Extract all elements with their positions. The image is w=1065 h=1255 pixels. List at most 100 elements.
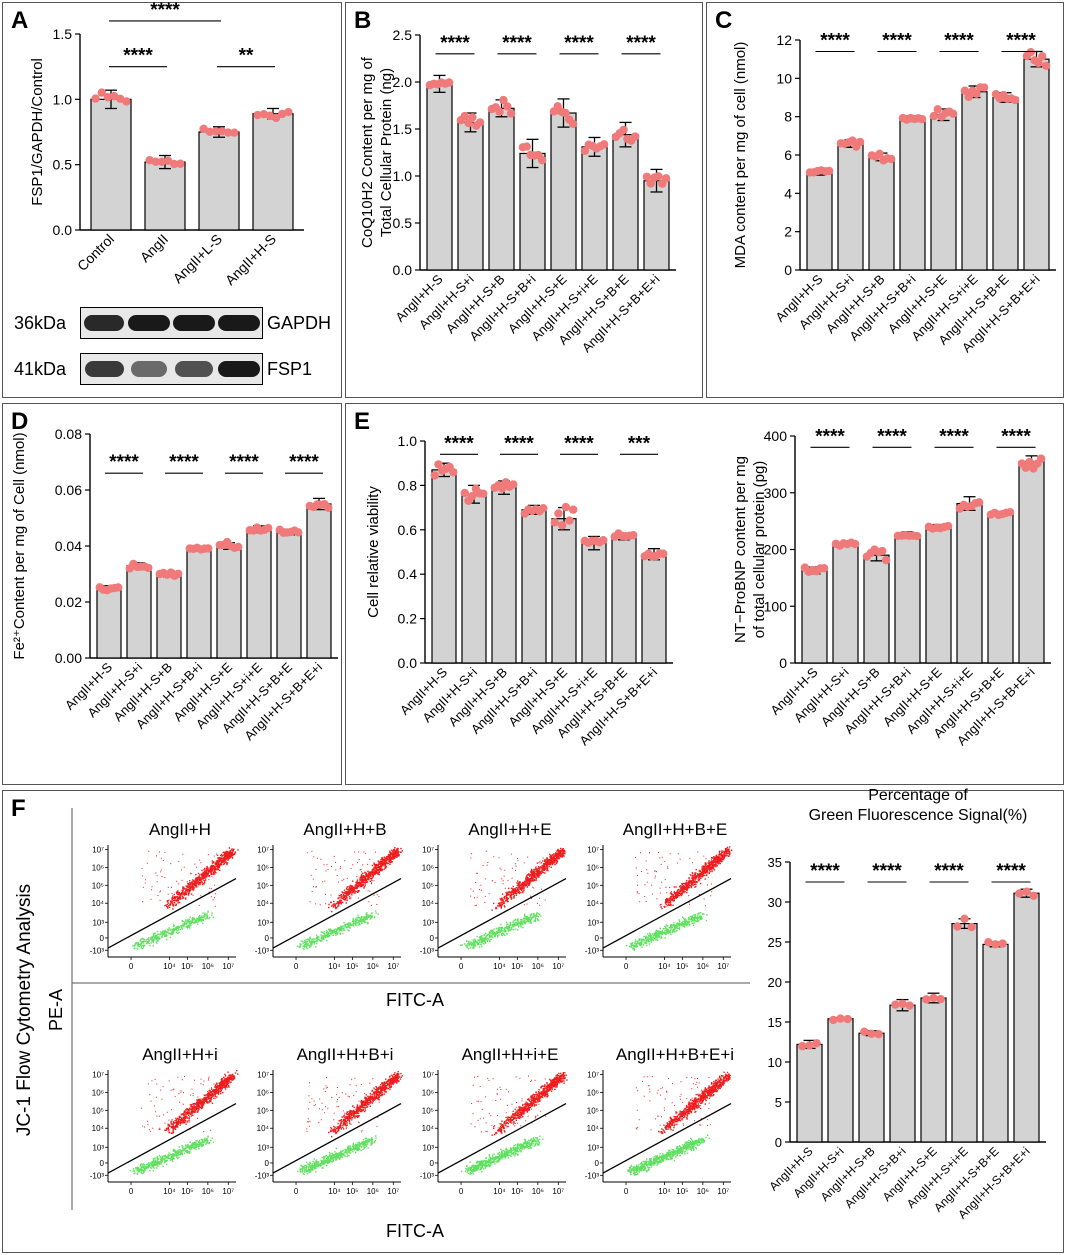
data-point <box>860 1027 869 1036</box>
bar <box>550 112 577 271</box>
data-point <box>812 1039 821 1048</box>
flow-tick-label: 10³ <box>257 918 269 927</box>
data-point <box>848 136 857 145</box>
y-tick-label: 2.5 <box>393 27 413 43</box>
red-population <box>470 1072 568 1136</box>
flow-tick-label: 10⁴ <box>658 962 671 971</box>
y-tick-label: 30 <box>768 895 782 910</box>
wb-band <box>218 315 260 331</box>
data-point <box>568 119 578 129</box>
wb-band <box>173 315 215 331</box>
flow-tick-label: 10⁵ <box>422 1106 434 1115</box>
bar <box>276 531 302 659</box>
data-point <box>960 86 970 95</box>
data-point <box>205 127 214 137</box>
significance-label: **** <box>564 33 594 54</box>
flow-plot-title: AngII+H+i <box>142 1045 218 1064</box>
data-point <box>974 498 984 507</box>
data-point <box>537 155 547 165</box>
significance-label: **** <box>872 861 902 882</box>
flow-tick-label: 10⁵ <box>92 1106 104 1115</box>
data-point <box>1015 889 1024 898</box>
bar <box>992 96 1019 271</box>
bar <box>837 142 864 271</box>
y-tick-label: 10 <box>776 70 792 86</box>
flow-tick-label: 10³ <box>92 1143 104 1152</box>
flow-tick-label: 10⁶ <box>587 1088 599 1097</box>
flow-tick-label: 10⁶ <box>92 863 104 872</box>
flow-tick-label: 10⁵ <box>587 881 599 890</box>
panel-label-b: B <box>354 7 372 34</box>
wb-band <box>131 361 167 377</box>
y-tick-label: 200 <box>764 542 788 558</box>
significance-label: **** <box>109 452 139 473</box>
significance-label: **** <box>882 31 912 52</box>
gate-line <box>602 878 732 949</box>
bar <box>246 528 272 659</box>
flow-tick-label: 10⁵ <box>257 1106 269 1115</box>
bar <box>491 487 517 664</box>
data-point <box>867 1029 876 1038</box>
data-point <box>569 505 578 514</box>
flow-tick-label: 10⁷ <box>92 845 104 854</box>
significance-label: **** <box>1006 31 1036 52</box>
wb-size-gapdh: 36kDa <box>14 313 67 333</box>
flow-tick-label: -10³ <box>90 946 105 955</box>
y-axis-label: FSP1/GAPDH/Control <box>29 58 46 206</box>
flow-tick-label: 10⁵ <box>676 962 688 971</box>
y-tick-label: 12 <box>776 32 792 48</box>
data-point <box>91 94 100 103</box>
significance-label: **** <box>820 31 850 52</box>
y-tick-label: 300 <box>764 485 788 501</box>
panel-label-f: F <box>11 795 26 822</box>
data-point <box>629 530 638 540</box>
flow-tick-label: 10⁶ <box>257 1088 269 1097</box>
flow-tick-label: 0 <box>100 1159 105 1168</box>
data-point <box>1022 887 1031 896</box>
y-tick-label: 20 <box>768 975 782 990</box>
chart-title: Percentage of <box>868 787 968 804</box>
flow-tick-label: -10³ <box>585 946 600 955</box>
wb-band <box>218 361 260 377</box>
flow-xlabel: FITC-A <box>386 990 444 1010</box>
data-point <box>444 78 454 87</box>
data-point <box>1026 48 1035 57</box>
y-tick-label: 0.4 <box>398 566 418 582</box>
data-point <box>874 1029 883 1039</box>
y-axis-label: Cell relative viability <box>365 486 382 618</box>
bar <box>126 564 152 659</box>
bar <box>144 161 186 231</box>
flow-tick-label: 10⁵ <box>92 881 104 890</box>
flow-tick-label: 10⁴ <box>422 1124 435 1133</box>
data-point <box>449 467 458 477</box>
flow-tick-label: 10⁷ <box>587 1070 599 1079</box>
flow-cytometry-grid: JC-1 Flow Cytometry Analysis PE-A FITC-A FI… <box>14 808 750 1241</box>
green-population <box>132 910 215 950</box>
bar <box>925 526 952 664</box>
data-point <box>1025 457 1034 467</box>
flow-tick-label: 10³ <box>587 1143 599 1152</box>
y-tick-label: 0.0 <box>398 655 418 671</box>
flow-tick-label: 10⁶ <box>367 1187 379 1196</box>
flow-tick-label: 10⁶ <box>257 863 269 872</box>
data-point <box>539 504 548 513</box>
flow-tick-label: 10⁶ <box>367 962 379 971</box>
flow-tick-label: 10⁵ <box>676 1187 688 1196</box>
data-point <box>654 172 663 181</box>
flow-tick-label: 10⁶ <box>202 962 214 971</box>
bar <box>858 1032 885 1143</box>
data-point <box>294 528 303 537</box>
data-point <box>468 113 477 122</box>
wb-protein-gapdh: GAPDH <box>267 313 332 333</box>
y-tick-label: 0.08 <box>55 426 82 442</box>
flow-tick-label: 10⁵ <box>511 962 523 971</box>
bar <box>868 156 895 271</box>
data-point <box>557 521 567 530</box>
flow-tick-label: 10⁵ <box>511 1187 523 1196</box>
flow-tick-label: 0 <box>595 1159 600 1168</box>
bar <box>889 1004 916 1143</box>
flow-tick-label: 10⁷ <box>387 962 399 971</box>
bar <box>551 518 577 664</box>
flow-tick-label: 0 <box>129 1187 134 1196</box>
flow-tick-label: 10⁶ <box>422 863 434 872</box>
